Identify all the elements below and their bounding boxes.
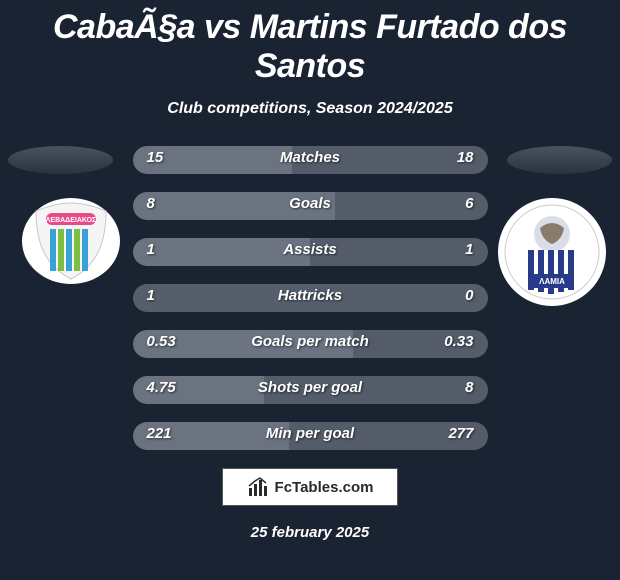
shield-icon: ΛΑΜΙΑ: [504, 204, 600, 300]
player-indicator-right: [507, 146, 612, 174]
stat-value-right: 1: [465, 241, 473, 258]
stat-label: Min per goal: [133, 425, 488, 442]
stat-value-right: 6: [465, 195, 473, 212]
svg-text:ΛΕΒΑΔΕΙΑΚΟΣ: ΛΕΒΑΔΕΙΑΚΟΣ: [46, 217, 97, 224]
svg-text:ΛΑΜΙΑ: ΛΑΜΙΑ: [539, 277, 565, 286]
stat-label: Hattricks: [133, 287, 488, 304]
stat-label: Goals: [133, 195, 488, 212]
stat-value-left: 4.75: [147, 379, 176, 396]
stat-row: Shots per goal4.75 8: [133, 376, 488, 404]
player-indicator-left: [8, 146, 113, 174]
stat-value-right: 277: [448, 425, 473, 442]
stat-value-left: 1: [147, 287, 155, 304]
stat-row: Assists1 1: [133, 238, 488, 266]
stat-value-left: 0.53: [147, 333, 176, 350]
stat-row: Goals per match0.53 0.33: [133, 330, 488, 358]
footer-label: FcTables.com: [275, 479, 374, 496]
stat-value-left: 221: [147, 425, 172, 442]
stat-label: Shots per goal: [133, 379, 488, 396]
subtitle: Club competitions, Season 2024/2025: [0, 100, 620, 118]
stat-value-right: 0.33: [444, 333, 473, 350]
stat-row: Min per goal221 277: [133, 422, 488, 450]
stat-value-right: 18: [457, 149, 474, 166]
stat-value-left: 15: [147, 149, 164, 166]
stat-label: Goals per match: [133, 333, 488, 350]
date: 25 february 2025: [0, 524, 620, 541]
bar-chart-icon: [247, 476, 269, 498]
stat-label: Matches: [133, 149, 488, 166]
stat-value-left: 1: [147, 241, 155, 258]
shield-icon: ΛΕΒΑΔΕΙΑΚΟΣ: [28, 201, 114, 281]
stat-value-right: 0: [465, 287, 473, 304]
stat-value-right: 8: [465, 379, 473, 396]
stats-area: ΛΕΒΑΔΕΙΑΚΟΣ ΛΑΜΙΑ Matches1518Goals86Assi…: [0, 146, 620, 450]
stat-row: Goals8 6: [133, 192, 488, 220]
footer-logo: FcTables.com: [222, 468, 398, 506]
stat-value-left: 8: [147, 195, 155, 212]
team-badge-right: ΛΑΜΙΑ: [498, 198, 606, 306]
stat-row: Hattricks1 0: [133, 284, 488, 312]
team-badge-left: ΛΕΒΑΔΕΙΑΚΟΣ: [22, 198, 120, 284]
page-title: CabaÃ§a vs Martins Furtado dos Santos: [0, 0, 620, 86]
stat-label: Assists: [133, 241, 488, 258]
stat-row: Matches15 18: [133, 146, 488, 174]
